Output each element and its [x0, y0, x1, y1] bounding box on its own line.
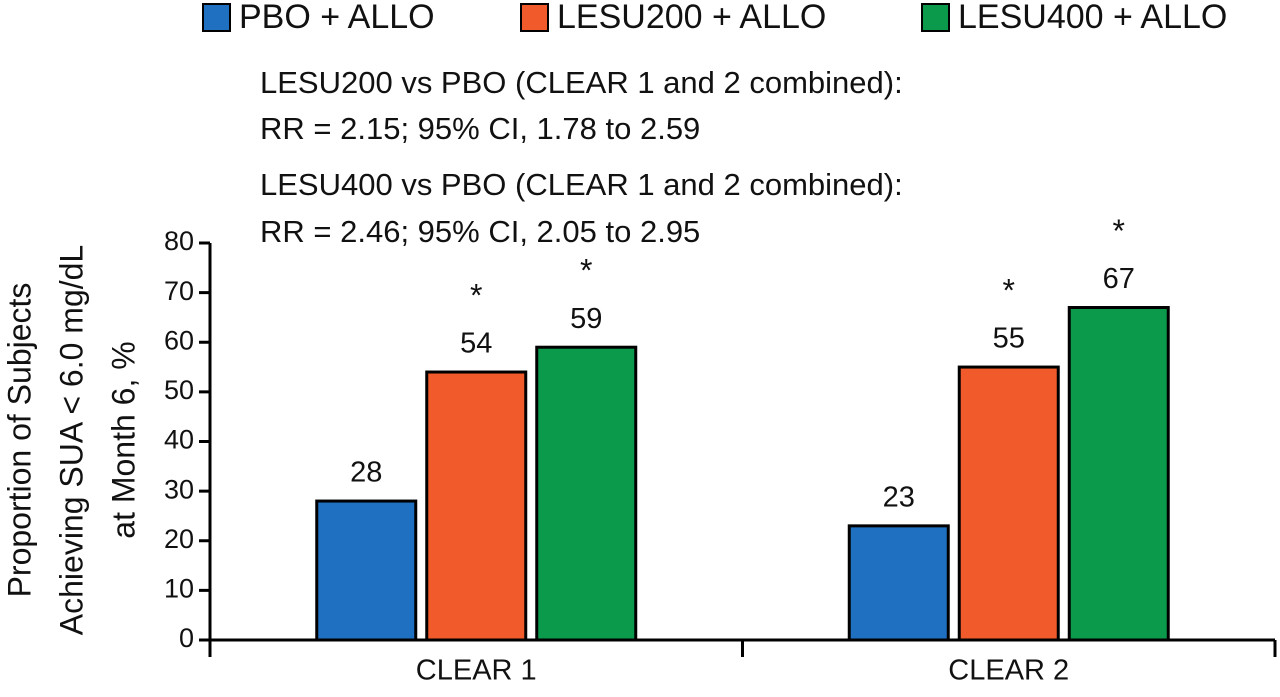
bar: [847, 524, 950, 642]
bar: [425, 370, 528, 642]
y-tick-label: 70: [164, 276, 194, 306]
y-tick-label: 80: [164, 226, 194, 256]
annotation: LESU400 vs PBO (CLEAR 1 and 2 combined):: [260, 167, 903, 202]
bar: [957, 365, 1060, 642]
y-axis-label-line: Proportion of Subjects: [1, 283, 37, 598]
x-tick-label: CLEAR 1: [416, 655, 537, 687]
data-label: 59: [570, 303, 602, 335]
legend-swatch: [202, 3, 231, 32]
y-tick-label: 10: [164, 574, 194, 604]
bar: [535, 345, 638, 642]
data-label: 23: [883, 482, 915, 514]
legend-label: LESU200 + ALLO: [557, 0, 826, 36]
x-tick-label: CLEAR 2: [948, 655, 1069, 687]
legend-label: PBO + ALLO: [239, 0, 435, 36]
legend-label: LESU400 + ALLO: [958, 0, 1227, 36]
y-tick-label: 20: [164, 524, 194, 554]
significance-marker: *: [580, 253, 592, 289]
y-axis-label-line: Achieving SUA < 6.0 mg/dL: [53, 245, 89, 635]
y-tick-label: 60: [164, 325, 194, 355]
y-tick-label: 40: [164, 425, 194, 455]
legend-swatch: [921, 3, 950, 32]
y-axis-label-line: at Month 6, %: [105, 341, 141, 538]
annotation: LESU200 vs PBO (CLEAR 1 and 2 combined):: [260, 65, 903, 100]
y-tick-label: 30: [164, 474, 194, 504]
annotation: RR = 2.46; 95% CI, 2.05 to 2.95: [260, 214, 700, 249]
data-label: 67: [1103, 263, 1135, 295]
y-tick-label: 50: [164, 375, 194, 405]
significance-marker: *: [470, 277, 482, 313]
bar: [315, 499, 418, 642]
annotation: RR = 2.15; 95% CI, 1.78 to 2.59: [260, 111, 700, 146]
significance-marker: *: [1003, 273, 1015, 309]
y-axis-label: Proportion of Subjects Achieving SUA < 6.…: [1, 245, 141, 635]
data-label: 54: [460, 328, 492, 360]
y-tick-label: 0: [179, 623, 194, 653]
significance-marker: *: [1113, 213, 1125, 249]
legend-swatch: [520, 3, 549, 32]
bar: [1067, 306, 1170, 642]
data-label: 55: [993, 323, 1025, 355]
data-label: 28: [350, 457, 382, 489]
